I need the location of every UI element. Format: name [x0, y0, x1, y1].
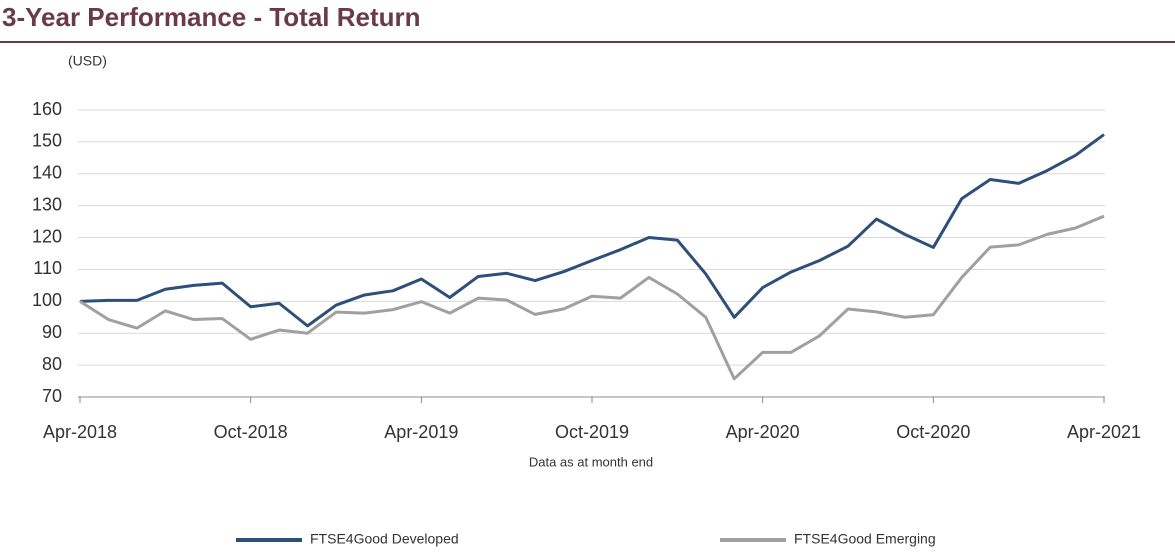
chart-title: 3-Year Performance - Total Return	[2, 2, 421, 32]
y-unit: (USD)	[68, 53, 107, 69]
y-tick-label: 70	[42, 386, 62, 406]
y-tick-label: 150	[32, 131, 62, 151]
line-series	[79, 133, 1105, 328]
y-tick-label: 100	[32, 290, 62, 310]
legend-label: FTSE4Good Developed	[310, 531, 459, 547]
x-tick-label: Oct-2020	[896, 422, 970, 442]
x-tick-label: Apr-2021	[1067, 422, 1141, 442]
x-tick-label: Oct-2019	[555, 422, 629, 442]
y-tick-label: 110	[33, 258, 62, 278]
note: Data as at month end	[529, 454, 653, 469]
legend-label: FTSE4Good Emerging	[794, 531, 936, 547]
x-tick-label: Apr-2020	[726, 422, 800, 442]
x-tick-label: Oct-2018	[214, 422, 288, 442]
y-tick-label: 120	[32, 226, 62, 246]
y-tick-label: 140	[32, 163, 62, 183]
y-tick-label: 130	[32, 194, 62, 214]
x-tick-label: Apr-2019	[384, 422, 458, 442]
y-tick-label: 80	[42, 354, 62, 374]
line-series	[79, 214, 1105, 381]
y-tick-label: 90	[42, 322, 62, 342]
x-tick-label: Apr-2018	[43, 422, 117, 442]
y-tick-label: 160	[32, 99, 62, 119]
